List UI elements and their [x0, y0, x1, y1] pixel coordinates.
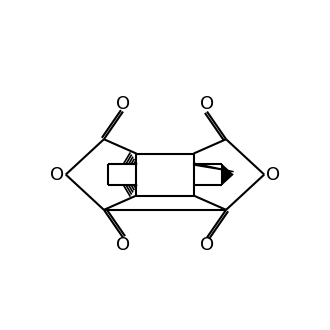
Text: O: O — [116, 236, 130, 254]
Text: O: O — [116, 95, 130, 113]
Polygon shape — [222, 164, 234, 185]
Text: O: O — [200, 236, 214, 254]
Text: O: O — [266, 166, 280, 183]
Text: O: O — [50, 166, 64, 183]
Text: O: O — [200, 95, 214, 113]
Polygon shape — [194, 163, 234, 172]
